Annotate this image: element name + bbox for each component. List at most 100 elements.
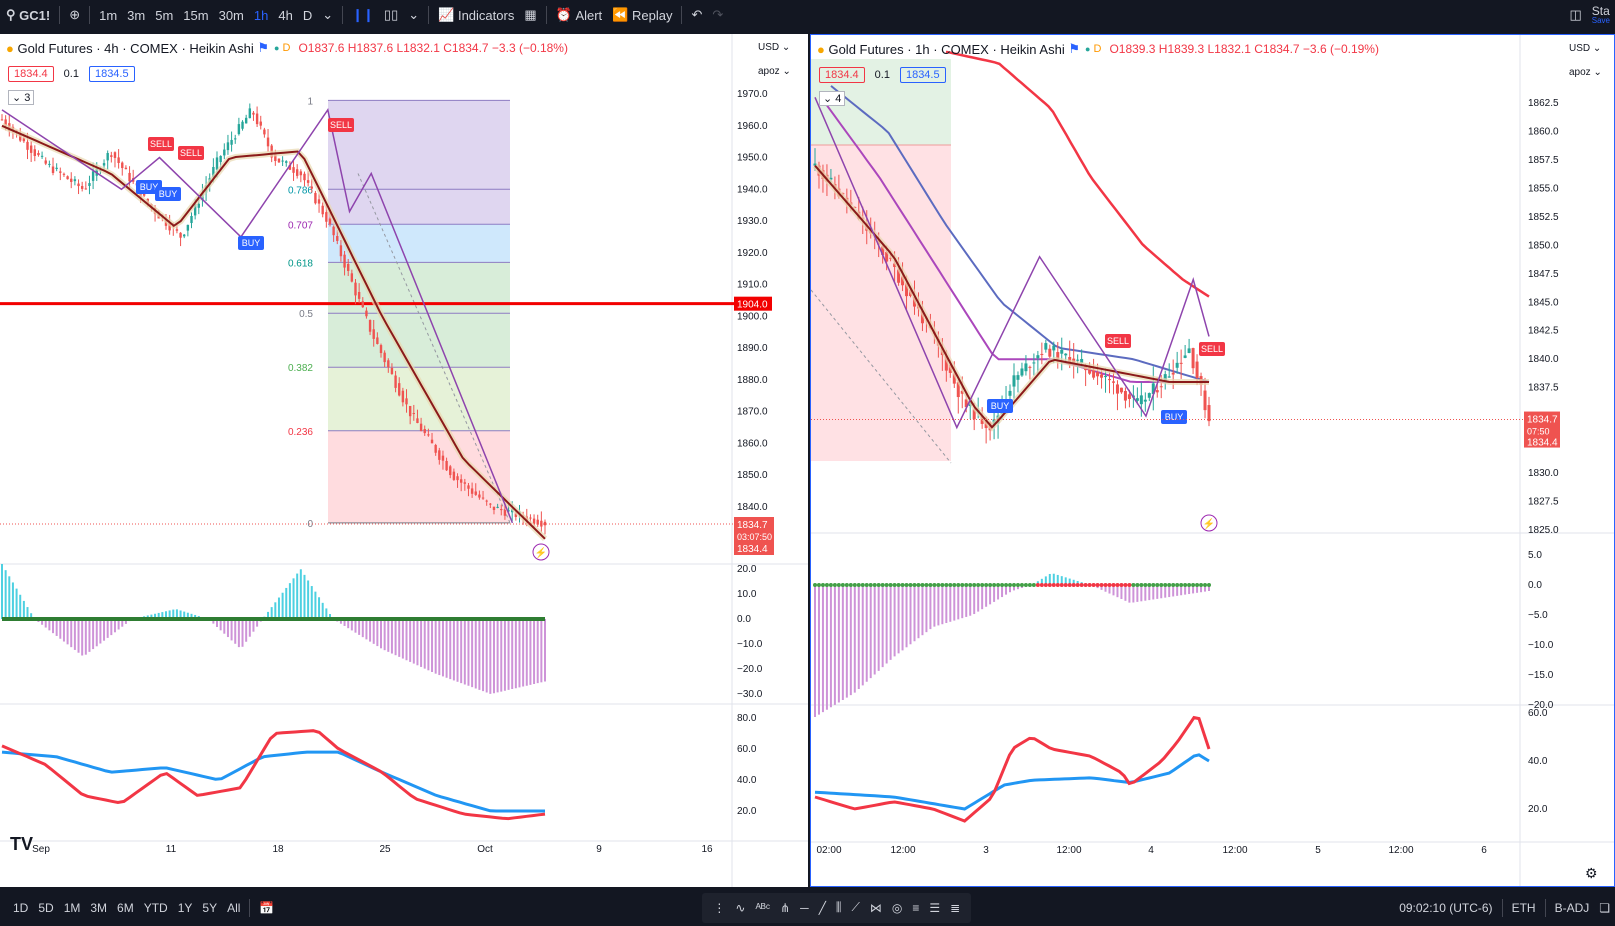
range-3M[interactable]: 3M [90, 900, 108, 915]
indicators-button[interactable]: 📈 Indicators [438, 7, 515, 23]
candle-body [285, 161, 288, 163]
interval-1m[interactable]: 1m [99, 7, 118, 23]
replay-button[interactable]: ⏪ Replay [612, 7, 673, 23]
flag-icon[interactable]: ⚑ [1064, 41, 1080, 56]
right-chart-panel[interactable]: SELL SELL BUY BUY ⚡ 1862.5 1860.0 1857.5 1855.0 1… [810, 34, 1615, 887]
osc-dot [1199, 583, 1204, 587]
right-ohlc: O1839.3 H1839.3 L1832.1 C1834.7 −3.6 (−0… [1109, 42, 1379, 56]
clock-time[interactable]: 09:02:10 (UTC-6) [1399, 900, 1493, 915]
interval-5m[interactable]: 5m [155, 7, 174, 23]
chevron-down-icon[interactable]: ⌄ [322, 7, 334, 22]
candle-body [383, 352, 386, 363]
range-YTD[interactable]: YTD [143, 900, 168, 915]
layout-button[interactable]: ◫ [1564, 0, 1586, 30]
range-1D[interactable]: 1D [13, 900, 29, 915]
range-5Y[interactable]: 5Y [202, 900, 218, 915]
settings-slider-icon[interactable]: ≡ [912, 900, 920, 915]
candle-body [110, 155, 113, 157]
currency-select[interactable]: USD ⌄ [758, 42, 791, 53]
redo-button[interactable]: ↷ [707, 0, 728, 30]
pattern-icon[interactable]: ⋈ [869, 900, 882, 915]
add-symbol-button[interactable]: ⊕ [64, 0, 85, 30]
symbol-search[interactable]: ⚲ GC1! [6, 7, 51, 23]
elliott-icon[interactable]: ∿ [735, 900, 746, 915]
candle-body [350, 273, 354, 282]
chevron-down-icon[interactable]: ⌄ [408, 7, 420, 22]
maximize-button[interactable]: ❏ [1594, 893, 1615, 923]
lines-icon[interactable]: ☰ [929, 900, 941, 915]
abc-icon[interactable]: ᴬᴮᶜ [755, 900, 771, 915]
price-tick: 1890.0 [737, 343, 768, 354]
candle-body [1052, 345, 1056, 351]
session-button[interactable]: ETH [1511, 900, 1536, 915]
bars-style-button[interactable]: ❙❙ [347, 0, 379, 30]
buy-price-box[interactable]: 1834.5 [88, 66, 135, 82]
trend-line-icon[interactable]: ╱ [818, 900, 826, 915]
collapse-button[interactable]: ⌄ 3 [8, 90, 35, 105]
candle-body [368, 319, 372, 332]
price-tick: 1940.0 [737, 184, 768, 195]
candles-style-button[interactable]: ▯▯ [379, 0, 403, 30]
candle-body [310, 186, 313, 189]
candle-body [536, 519, 539, 525]
left-chart-canvas[interactable]: 1 0.786 0.707 0.618 0.5 0.382 0.236 0 SELL SELL BU… [0, 34, 808, 887]
currency-select[interactable]: USD ⌄ [1569, 43, 1602, 54]
osc-dot [944, 583, 949, 587]
time-tick: 16 [701, 844, 713, 855]
dots-icon[interactable]: ⋮ [713, 900, 726, 915]
range-6M[interactable]: 6M [117, 900, 134, 915]
apoz-select[interactable]: apoz ⌄ [758, 66, 791, 77]
interval-D[interactable]: D [302, 7, 313, 23]
horizontal-line-icon[interactable]: ─ [800, 900, 809, 915]
range-1Y[interactable]: 1Y [177, 900, 193, 915]
time-tick: 25 [379, 844, 391, 855]
sell-price-box[interactable]: 1834.4 [8, 66, 54, 82]
range-All[interactable]: All [227, 900, 241, 915]
range-5D[interactable]: 5D [38, 900, 54, 915]
price-tick: 1825.0 [1528, 525, 1559, 536]
undo-button[interactable]: ↶ [686, 0, 707, 30]
candle-body [259, 121, 262, 126]
collapse-button[interactable]: ⌄ 4 [819, 91, 846, 106]
buy-price-box[interactable]: 1834.5 [899, 67, 946, 83]
interval-4h[interactable]: 4h [278, 7, 293, 23]
candle-body [449, 466, 452, 476]
menu-icon[interactable]: ≣ [950, 900, 961, 915]
pitchfork-icon[interactable]: ⋔ [780, 900, 791, 915]
interval-30m[interactable]: 30m [218, 7, 244, 23]
candle-body [44, 160, 47, 164]
goto-date-button[interactable]: 📅 [254, 893, 279, 923]
candle-body [390, 367, 394, 374]
interval-1h[interactable]: 1h [253, 7, 269, 23]
right-chart-canvas[interactable]: SELL SELL BUY BUY ⚡ 1862.5 1860.0 1857.5 1855.0 1… [811, 35, 1614, 886]
candle-body [1139, 395, 1143, 405]
osc-dot [820, 583, 825, 587]
left-chart-panel[interactable]: 1 0.786 0.707 0.618 0.5 0.382 0.236 0 SELL SELL BU… [0, 34, 810, 887]
candle-body [893, 263, 897, 267]
long-position-icon[interactable]: ⫼ [835, 900, 842, 914]
candle-body [920, 310, 924, 324]
divider [1544, 898, 1546, 917]
candle-body [1080, 358, 1084, 363]
templates-button[interactable]: ▦ [519, 0, 541, 30]
interval-15m[interactable]: 15m [183, 7, 209, 23]
candle-body [1088, 367, 1092, 374]
ray-icon[interactable]: ⟋ [851, 900, 860, 914]
candle-body [445, 460, 448, 471]
flag-icon[interactable]: ⚑ [253, 40, 269, 55]
adjustment-button[interactable]: B-ADJ [1554, 900, 1590, 915]
osc-dot [1031, 583, 1036, 587]
interval-3m[interactable]: 3m [127, 7, 146, 23]
trend-dash-line [811, 289, 952, 464]
osc-dot [1115, 583, 1120, 587]
fib-circle-icon[interactable]: ◎ [891, 900, 903, 915]
range-1M[interactable]: 1M [63, 900, 81, 915]
alert-button[interactable]: ⏰ Alert [555, 7, 603, 23]
chevron-down-icon: ⌄ [782, 66, 791, 77]
sell-price-box[interactable]: 1834.4 [819, 67, 865, 83]
osc-dot [1151, 583, 1156, 587]
sell-signal [1199, 342, 1225, 356]
apoz-select[interactable]: apoz ⌄ [1569, 67, 1602, 78]
save-button[interactable]: Sta Save [1591, 4, 1610, 25]
settings-gear-button[interactable]: ⚙ [1585, 865, 1598, 882]
